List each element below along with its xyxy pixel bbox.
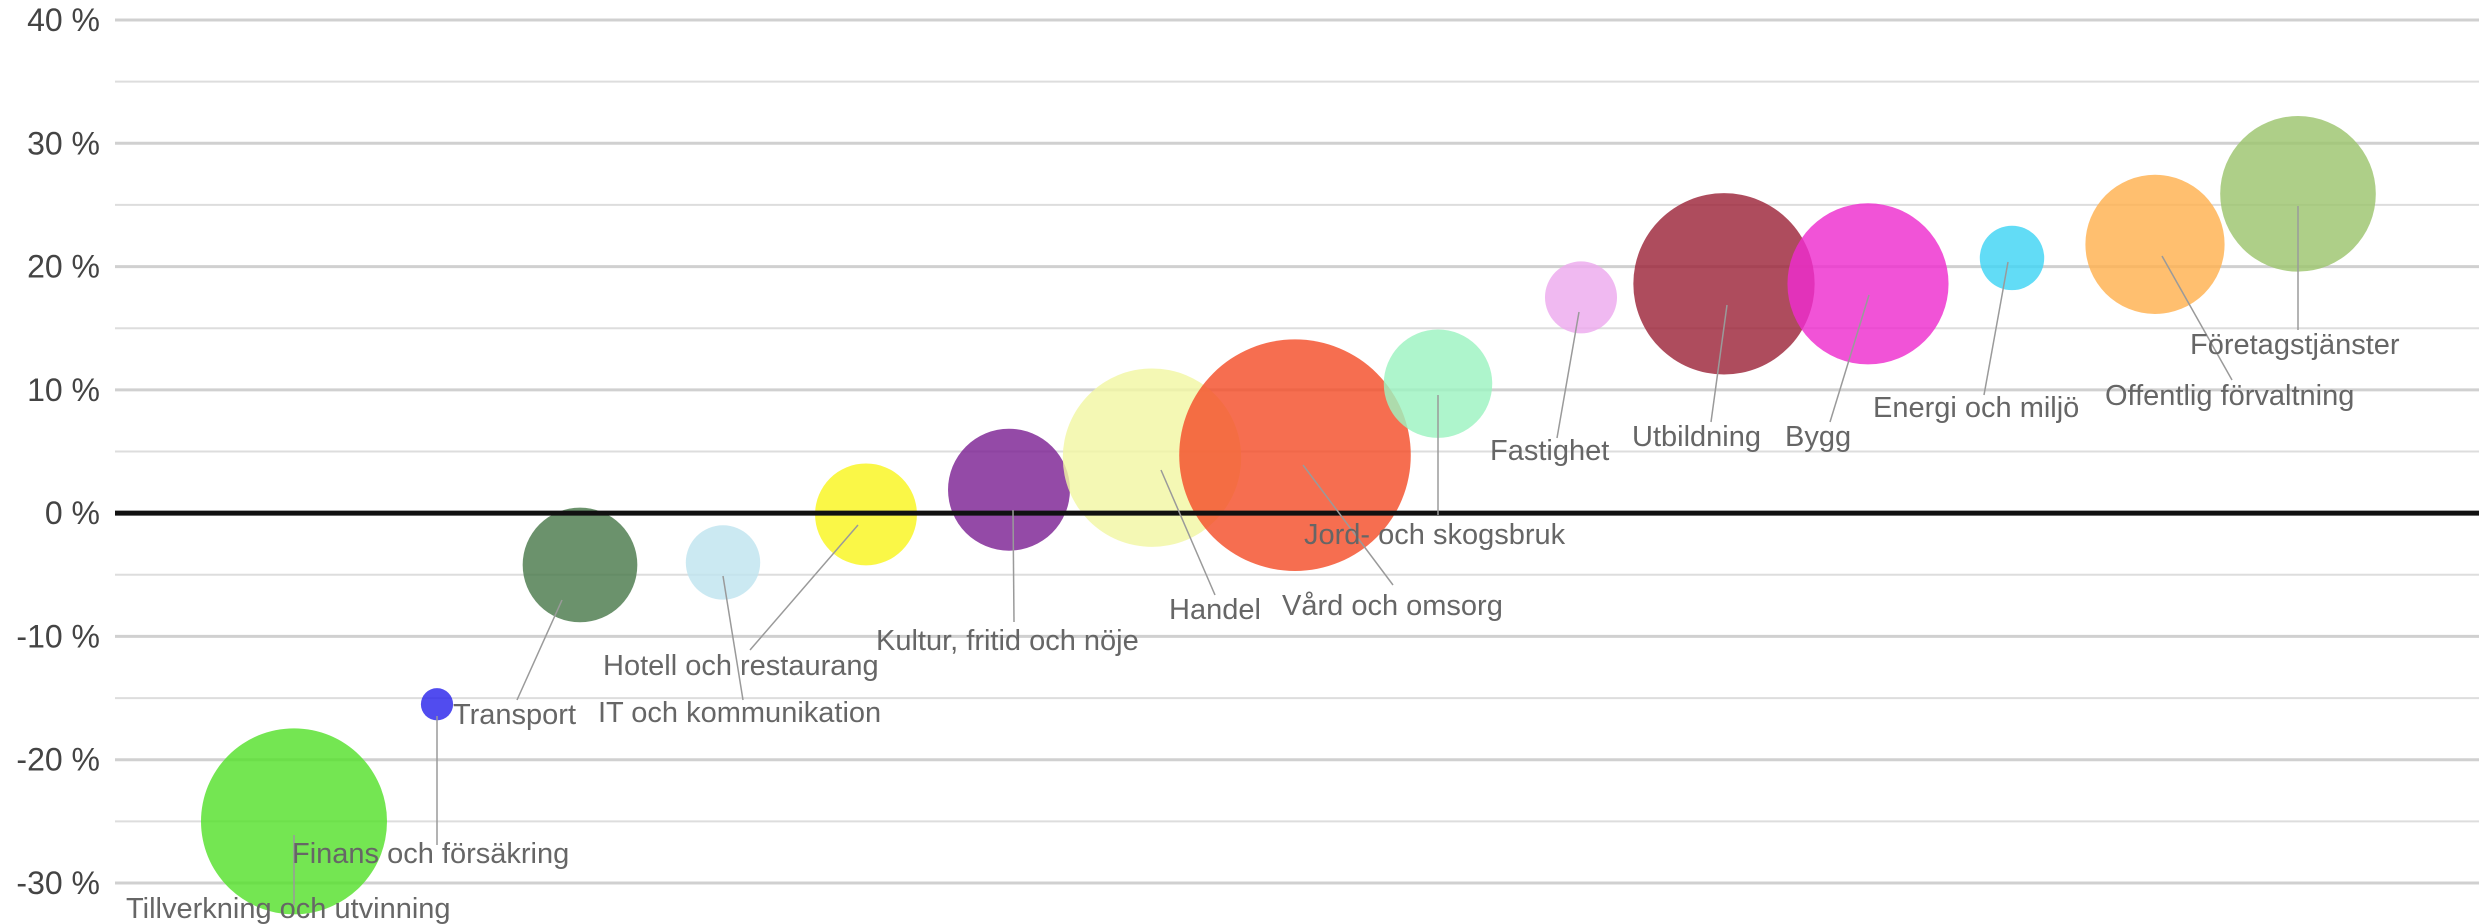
bubble-bygg (1787, 203, 1949, 365)
leader-line-utbildning (1710, 304, 1728, 423)
y-tick-label: -10 % (16, 618, 100, 654)
y-tick-label: 20 % (27, 249, 100, 285)
y-tick-label: 40 % (27, 2, 100, 38)
leader-line-vard-och-omsorg (1302, 464, 1394, 586)
y-tick-label: -20 % (16, 742, 100, 778)
bubble-label-it-och-kommunikation: IT och kommunikation (598, 697, 881, 729)
bubble-label-fastighet: Fastighet (1490, 435, 1609, 467)
y-tick-label: -30 % (16, 865, 100, 901)
leader-line-it-och-kommunikation (722, 575, 744, 701)
label-leader-lines (293, 206, 2299, 905)
bubble-label-handel: Handel (1169, 594, 1261, 626)
bubble-label-utbildning: Utbildning (1632, 421, 1761, 453)
bubble-label-kultur-fritid-och-noje: Kultur, fritid och nöje (876, 625, 1139, 657)
bubble-tillverkning-och-utvinning (201, 728, 387, 915)
bubble-jord-och-skogsbruk (1383, 329, 1493, 438)
leader-line-kultur-fritid-och-noje (1012, 509, 1015, 623)
y-tick-label: 10 % (27, 372, 100, 408)
bubble-utbildning (1633, 193, 1815, 375)
y-tick-label: 30 % (27, 125, 100, 161)
leader-line-handel (1160, 469, 1216, 596)
bubbles (201, 116, 2376, 915)
leader-line-energi-och-miljo (1983, 261, 2009, 396)
leader-line-fastighet (1556, 311, 1580, 439)
leader-line-transport (516, 599, 563, 701)
bubble-offentlig-forvaltning (2085, 174, 2225, 314)
bubble-foretagstjanster (2220, 116, 2376, 272)
bubble-label-bygg: Bygg (1785, 421, 1851, 453)
bubble-fastighet (1544, 261, 1618, 334)
bubble-label-energi-och-miljo: Energi och miljö (1873, 392, 2079, 424)
leader-line-bygg (1829, 294, 1870, 423)
bubble-label-finans-och-forsakring: Finans och försäkring (292, 838, 569, 870)
bubble-kultur-fritid-och-noje (948, 428, 1070, 551)
bubble-label-foretagstjanster: Företagstjänster (2190, 329, 2400, 361)
leader-line-hotell-och-restaurang (749, 524, 859, 651)
bubble-label-tillverkning-och-utvinning: Tillverkning och utvinning (126, 893, 451, 924)
bubble-energi-och-miljo (1979, 225, 2045, 291)
bubble-label-transport: Transport (453, 699, 576, 731)
bubble-label-hotell-och-restaurang: Hotell och restaurang (603, 650, 879, 682)
gridlines (115, 18, 2479, 885)
bubble-finans-och-forsakring (420, 688, 454, 721)
bubble-transport (522, 507, 638, 623)
y-axis-tick-labels: 40 % 30 % 20 % 10 % 0 % -10 % -20 % -30 % (16, 2, 100, 901)
bubble-label-jord-och-skogsbruk: Jord- och skogsbruk (1304, 519, 1566, 551)
bubble-labels: Tillverkning och utvinning Finans och för… (126, 329, 2400, 924)
y-tick-label: 0 % (45, 495, 100, 531)
bubble-label-offentlig-forvaltning: Offentlig förvaltning (2105, 380, 2354, 412)
leader-line-offentlig-forvaltning (2161, 255, 2233, 381)
bubble-label-vard-och-omsorg: Vård och omsorg (1282, 590, 1503, 622)
bubble-it-och-kommunikation (685, 525, 761, 600)
